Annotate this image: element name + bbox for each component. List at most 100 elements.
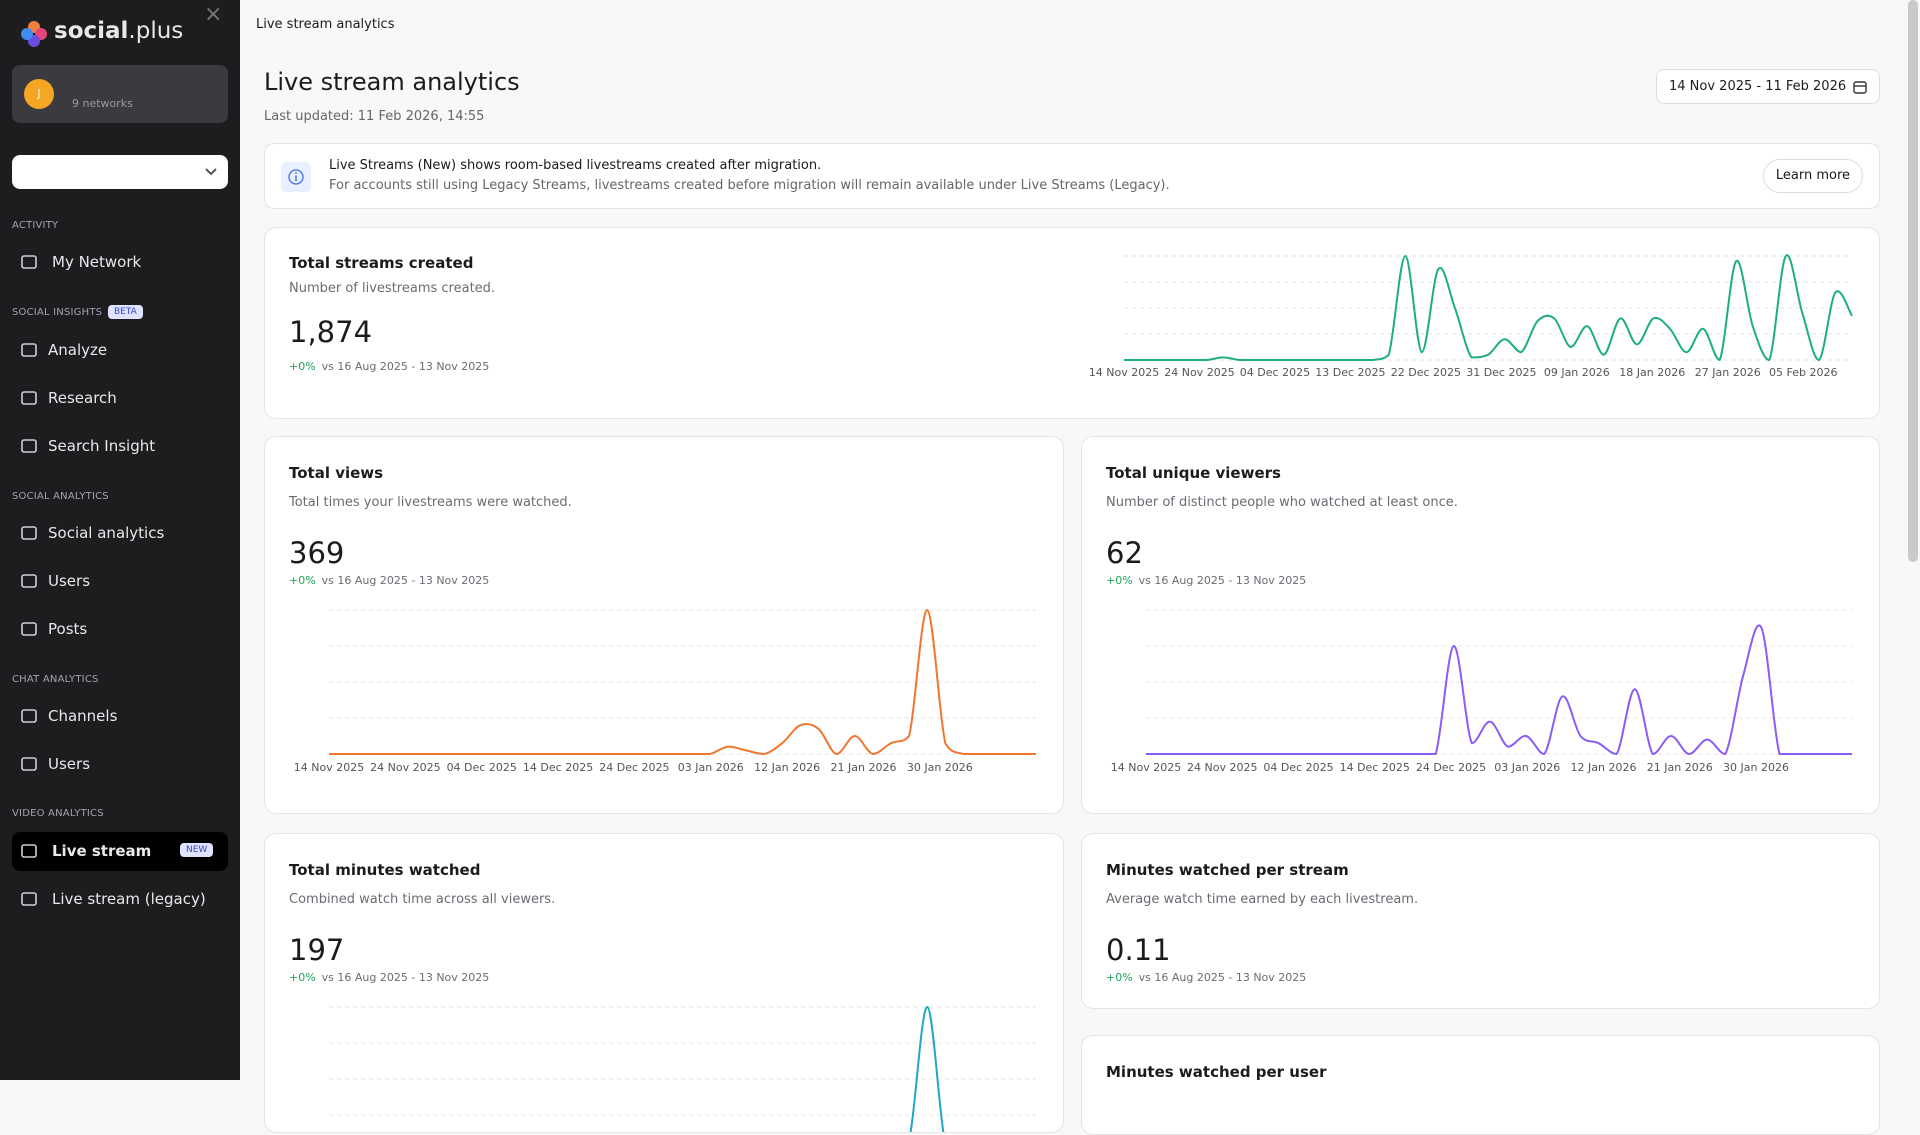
info-banner: Live Streams (New) shows room-based live… xyxy=(264,143,1880,209)
section-label: SOCIAL INSIGHTS xyxy=(12,307,103,318)
card-subtitle: Average watch time earned by each livest… xyxy=(1106,892,1419,907)
line-series xyxy=(1146,624,1852,756)
brand: social.plus xyxy=(54,18,183,44)
section-label: SOCIAL ANALYTICS xyxy=(12,491,109,502)
nav-item[interactable]: Live stream (legacy) xyxy=(52,890,206,908)
x-tick-label: 12 Jan 2026 xyxy=(754,761,820,774)
x-tick-label: 04 Dec 2025 xyxy=(1240,366,1310,379)
icon-shape xyxy=(21,892,37,906)
metric-value: 1,874 xyxy=(289,315,373,349)
page-title: Live stream analytics xyxy=(264,68,520,96)
nav-item[interactable]: Research xyxy=(48,389,117,407)
icon-shape xyxy=(21,709,37,723)
icon-shape xyxy=(21,439,37,453)
x-tick-label: 05 Feb 2026 xyxy=(1769,366,1837,379)
change-value: +0% xyxy=(1106,971,1133,984)
x-tick-label: 24 Nov 2025 xyxy=(1164,366,1234,379)
nav-icon xyxy=(21,757,37,771)
banner-text: For accounts still using Legacy Streams,… xyxy=(329,178,1170,193)
x-tick-label: 30 Jan 2026 xyxy=(1723,761,1789,774)
icon-shape xyxy=(21,622,37,636)
date-picker[interactable]: 14 Nov 2025 - 11 Feb 2026 xyxy=(1656,69,1880,104)
card-subtitle: Number of distinct people who watched at… xyxy=(1106,495,1458,510)
metric-value: 369 xyxy=(289,536,345,570)
avatar: J xyxy=(24,79,54,109)
change-row: +0% vs 16 Aug 2025 - 13 Nov 2025 xyxy=(289,360,489,373)
x-tick-label: 13 Dec 2025 xyxy=(1315,366,1385,379)
beta-badge: BETA xyxy=(108,305,143,319)
network-card[interactable]: J 9 networks xyxy=(12,65,228,123)
section-label: CHAT ANALYTICS xyxy=(12,674,99,685)
nav-item[interactable]: Users xyxy=(48,755,91,773)
nav-item[interactable]: Analyze xyxy=(48,341,108,359)
close-button[interactable]: × xyxy=(204,2,223,27)
nav-item[interactable]: Users xyxy=(48,572,91,590)
banner-title: Live Streams (New) shows room-based live… xyxy=(329,158,822,173)
x-tick-label: 18 Jan 2026 xyxy=(1619,366,1685,379)
sidebar: social.plus × J 9 networks ACTIVITY My Ne… xyxy=(0,0,240,1080)
date-range: 14 Nov 2025 - 11 Feb 2026 xyxy=(1669,79,1847,94)
compare-period: vs 16 Aug 2025 - 13 Nov 2025 xyxy=(1138,971,1307,984)
x-tick-label: 22 Dec 2025 xyxy=(1391,366,1461,379)
change-value: +0% xyxy=(1106,574,1133,587)
section-label: VIDEO ANALYTICS xyxy=(12,808,104,819)
card-title: Minutes watched per stream xyxy=(1106,861,1349,879)
line-series xyxy=(909,1005,945,1132)
change-value: +0% xyxy=(289,360,316,373)
x-tick-label: 24 Nov 2025 xyxy=(1187,761,1257,774)
breadcrumb: Live stream analytics xyxy=(256,17,395,32)
x-tick-label: 24 Nov 2025 xyxy=(370,761,440,774)
metric-card: Total streams created Number of livestrea… xyxy=(264,227,1880,419)
chart: 14 Nov 2025 24 Nov 2025 04 Dec 2025 14 Dec … xyxy=(1111,609,1852,774)
metric-value: 62 xyxy=(1106,536,1143,570)
nav-item[interactable]: Social analytics xyxy=(48,524,165,542)
card-title: Total unique viewers xyxy=(1106,464,1281,482)
change-row: +0% vs 16 Aug 2025 - 13 Nov 2025 xyxy=(289,971,489,984)
nav-item[interactable]: My Network xyxy=(52,253,142,271)
card-title: Total streams created xyxy=(289,254,474,272)
nav-item[interactable]: Live stream xyxy=(52,842,152,860)
nav-icon xyxy=(21,844,37,858)
x-tick-label: 09 Jan 2026 xyxy=(1544,366,1610,379)
metric-card: Minutes watched per user xyxy=(1081,1035,1880,1135)
new-badge: NEW xyxy=(180,843,214,857)
x-tick-label: 03 Jan 2026 xyxy=(1494,761,1560,774)
x-tick-label: 24 Dec 2025 xyxy=(1416,761,1486,774)
logo-icon xyxy=(21,21,47,47)
icon-shape xyxy=(21,255,37,269)
x-tick-label: 30 Jan 2026 xyxy=(907,761,973,774)
nav-icon xyxy=(21,622,37,636)
nav-item[interactable]: Channels xyxy=(48,707,118,725)
learn-more-button[interactable]: Learn more xyxy=(1762,159,1863,193)
x-tick-label: 12 Jan 2026 xyxy=(1571,761,1637,774)
x-tick-label: 24 Dec 2025 xyxy=(599,761,669,774)
line-series xyxy=(329,608,1036,756)
nav-item[interactable]: Search Insight xyxy=(48,437,156,455)
card-subtitle: Total times your livestreams were watche… xyxy=(289,495,572,510)
metric-value: 197 xyxy=(289,933,345,967)
nav-icon xyxy=(21,439,37,453)
x-tick-label: 14 Dec 2025 xyxy=(1340,761,1410,774)
nav-icon xyxy=(21,343,37,357)
chart xyxy=(329,1005,1036,1132)
x-tick-label: 04 Dec 2025 xyxy=(1263,761,1333,774)
nav-item[interactable]: Posts xyxy=(48,620,88,638)
x-tick-label: 14 Nov 2025 xyxy=(294,761,364,774)
network-select[interactable] xyxy=(12,155,228,189)
calendar-icon xyxy=(1853,81,1867,94)
compare-period: vs 16 Aug 2025 - 13 Nov 2025 xyxy=(321,360,490,373)
x-tick-label: 21 Jan 2026 xyxy=(1647,761,1713,774)
info-icon xyxy=(281,162,311,192)
icon-shape xyxy=(21,844,37,858)
chart: 14 Nov 2025 24 Nov 2025 04 Dec 2025 13 Dec … xyxy=(1089,254,1853,379)
x-tick-label: 21 Jan 2026 xyxy=(831,761,897,774)
section-label: ACTIVITY xyxy=(12,220,59,231)
icon-shape xyxy=(21,574,37,588)
card-title: Minutes watched per user xyxy=(1106,1063,1327,1081)
compare-period: vs 16 Aug 2025 - 13 Nov 2025 xyxy=(1138,574,1307,587)
x-tick-label: 31 Dec 2025 xyxy=(1466,366,1536,379)
chevron xyxy=(205,168,217,176)
compare-period: vs 16 Aug 2025 - 13 Nov 2025 xyxy=(321,574,490,587)
chart: 14 Nov 2025 24 Nov 2025 04 Dec 2025 14 Dec … xyxy=(294,608,1036,774)
